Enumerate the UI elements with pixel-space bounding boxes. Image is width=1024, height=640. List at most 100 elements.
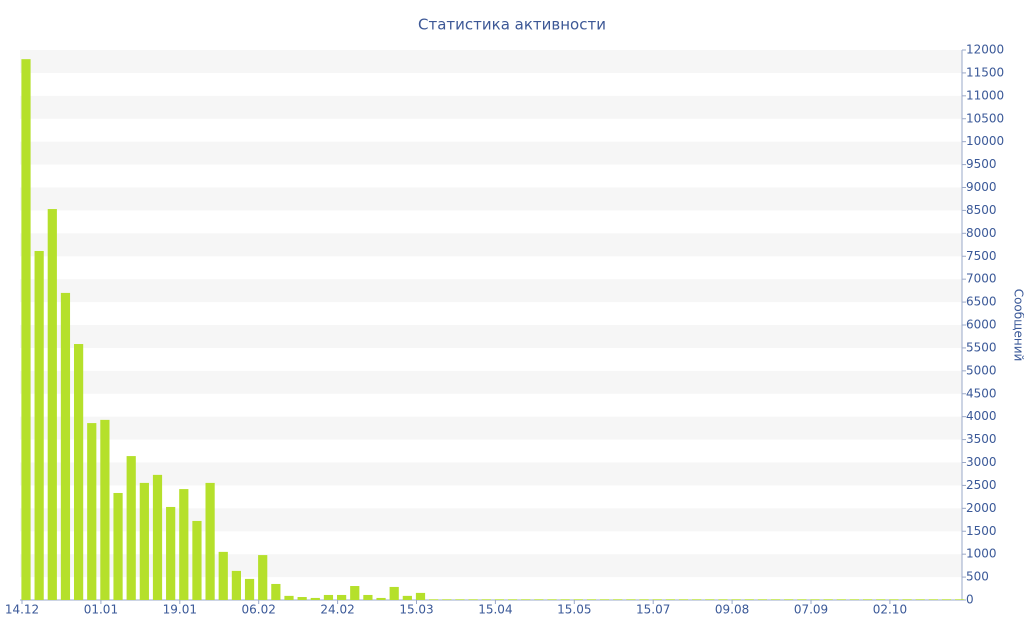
bar (902, 599, 912, 600)
bar (126, 456, 136, 600)
bar (955, 599, 965, 600)
bar (744, 599, 754, 600)
bar (284, 595, 294, 600)
bar (376, 597, 386, 600)
bar (770, 599, 781, 600)
bar (87, 423, 97, 600)
bar (507, 599, 518, 600)
bar (47, 209, 57, 600)
bar (692, 599, 702, 600)
x-tick-label: 15.03 (399, 603, 433, 617)
bar (613, 599, 623, 600)
x-tick-label: 02.10 (873, 603, 907, 617)
bar (731, 599, 741, 600)
y-tick-label: 1500 (966, 524, 997, 538)
x-tick-label: 19.01 (163, 603, 197, 617)
bar (113, 492, 123, 600)
y-tick-label: 9000 (966, 180, 997, 194)
y-tick-label: 7000 (966, 272, 997, 286)
bar (205, 482, 215, 600)
y-tick-label: 9500 (966, 157, 997, 171)
y-tick-label: 12000 (966, 43, 1004, 57)
bar (166, 506, 176, 600)
bar (244, 578, 255, 600)
bar (21, 59, 31, 600)
x-tick-label: 06.02 (242, 603, 276, 617)
bar (599, 599, 610, 600)
grid-band (20, 325, 962, 348)
bar (849, 599, 860, 600)
y-tick-label: 6000 (966, 318, 997, 332)
y-tick-label: 0 (966, 593, 974, 607)
grid-band (20, 233, 962, 257)
y-tick-label: 3500 (966, 432, 997, 446)
bar (60, 292, 71, 600)
bar (665, 599, 675, 600)
x-tick-label: 09.08 (715, 603, 749, 617)
y-tick-label: 10500 (966, 111, 1004, 125)
bar (73, 344, 84, 600)
bar (415, 592, 426, 600)
y-tick-label: 10000 (966, 134, 1004, 148)
grid-band (20, 554, 962, 578)
bar (797, 599, 807, 600)
bar (639, 599, 649, 600)
bar (455, 599, 465, 600)
bar (231, 570, 242, 600)
bar (310, 597, 320, 600)
bar (836, 599, 846, 600)
bar (573, 599, 583, 600)
bar (521, 599, 531, 600)
y-tick-label: 5500 (966, 340, 997, 354)
y-tick-label: 6500 (966, 295, 997, 309)
y-tick-label: 4000 (966, 409, 997, 423)
bar (678, 599, 689, 600)
bar (915, 599, 925, 600)
y-tick-label: 2500 (966, 478, 997, 492)
bar (363, 594, 373, 600)
bar (889, 599, 899, 600)
bar (823, 599, 833, 600)
bar (626, 599, 636, 600)
bar (402, 595, 412, 600)
x-tick-label: 15.04 (478, 603, 512, 617)
chart-title: Статистика активности (418, 16, 606, 34)
x-tick-label: 01.01 (84, 603, 118, 617)
bar (876, 599, 886, 600)
bar (389, 586, 399, 600)
bar (705, 599, 715, 600)
bar (481, 599, 491, 600)
y-tick-label: 8500 (966, 203, 997, 217)
bar (941, 599, 952, 600)
y-tick-label: 1000 (966, 547, 997, 561)
x-tick-label: 07.09 (794, 603, 828, 617)
bar (718, 599, 728, 600)
bar (429, 599, 439, 600)
y-tick-label: 3000 (966, 455, 997, 469)
bar (494, 599, 505, 600)
x-tick-label: 24.02 (320, 603, 354, 617)
bar (442, 599, 452, 600)
bar (547, 599, 557, 600)
grid-band (20, 462, 962, 486)
grid-band (20, 416, 962, 440)
y-tick-label: 500 (966, 570, 989, 584)
bar (34, 250, 44, 600)
grid-band (20, 279, 962, 303)
grid-band (20, 50, 962, 73)
y-tick-label: 5000 (966, 363, 997, 377)
y-tick-label: 7500 (966, 249, 997, 263)
y-tick-label: 2000 (966, 501, 997, 515)
grid-band (20, 508, 962, 532)
x-tick-label: 14.12 (5, 603, 39, 617)
bar (586, 599, 597, 600)
bar (100, 419, 110, 600)
y-tick-label: 11000 (966, 88, 1004, 102)
grid-band (20, 187, 962, 211)
y-tick-label: 11500 (966, 65, 1004, 79)
bar (810, 599, 820, 600)
bar (468, 599, 478, 600)
bar (218, 551, 228, 600)
bar (336, 594, 347, 600)
